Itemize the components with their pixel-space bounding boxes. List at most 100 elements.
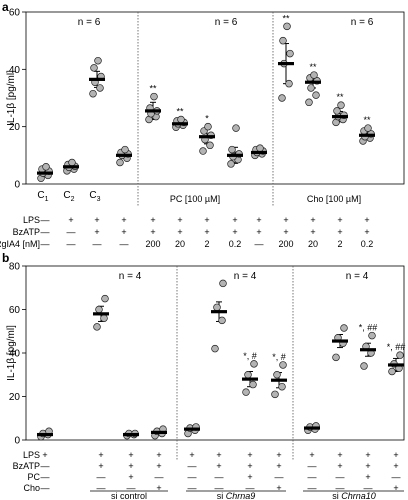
condition-cell: — (41, 483, 50, 493)
y-axis-label: IL-1β [pg/ml] (6, 325, 17, 381)
data-point (199, 147, 207, 155)
condition-cell: + (310, 215, 315, 225)
condition-row-label: Cho (23, 483, 40, 493)
n-count-label: n = 6 (78, 17, 101, 28)
data-point (333, 107, 341, 115)
condition-cell: + (283, 215, 288, 225)
n-count-label: n = 4 (346, 271, 369, 282)
condition-cell: 2 (204, 239, 209, 249)
condition-cell: + (256, 227, 261, 237)
y-tick-label: 60 (9, 8, 21, 19)
condition-cell: + (393, 450, 398, 460)
condition-cell: + (68, 215, 73, 225)
condition-cell: + (232, 215, 237, 225)
condition-cell: + (337, 227, 342, 237)
y-axis-label: IL-1β [pg/ml] (6, 70, 17, 126)
condition-cell: — (308, 461, 317, 471)
data-point (228, 145, 236, 154)
data-point (273, 371, 281, 379)
condition-cell: 20 (308, 239, 318, 249)
condition-cell: + (177, 215, 182, 225)
section-label: si control (111, 491, 147, 500)
condition-cell: 200 (278, 239, 293, 249)
data-point (244, 371, 252, 379)
x-category-label: C2 (63, 190, 74, 203)
data-point (279, 361, 287, 369)
condition-cell: + (337, 215, 342, 225)
significance-label: * (205, 114, 209, 124)
data-point (278, 382, 286, 391)
condition-cell: + (364, 227, 369, 237)
condition-cell: + (204, 227, 209, 237)
condition-cell: — (215, 472, 224, 482)
data-point (95, 305, 103, 314)
condition-cell: + (42, 450, 47, 460)
data-point (96, 84, 104, 92)
data-point (305, 98, 313, 107)
data-point (283, 22, 291, 31)
condition-cell: + (156, 461, 161, 471)
data-point (218, 316, 226, 325)
condition-cell: — (188, 472, 197, 482)
data-point (100, 314, 108, 322)
condition-cell: + (247, 461, 252, 471)
data-point (213, 303, 221, 312)
condition-cell: + (156, 483, 161, 493)
significance-label: *, ## (387, 342, 406, 352)
plot-frame (25, 11, 405, 185)
panel-b-chart: b 0 20 40 60 80 IL-1β [pg/ml] n = 4 n = 4 n = 4 *… (2, 251, 405, 500)
data-point (271, 390, 279, 399)
data-point (388, 367, 396, 376)
condition-row-label: BzATP (13, 227, 40, 237)
data-point (219, 279, 227, 288)
condition-cell: + (364, 215, 369, 225)
condition-cell: + (247, 450, 252, 460)
condition-cell: + (128, 472, 133, 482)
significance-label: ** (282, 13, 290, 23)
panel-b-letter: b (2, 251, 9, 265)
condition-cell: + (150, 215, 155, 225)
condition-cell: + (337, 450, 342, 460)
data-point (249, 380, 257, 389)
data-point (307, 84, 315, 92)
condition-cell: + (121, 215, 126, 225)
condition-cell: 20 (175, 239, 185, 249)
condition-cell: 0.2 (361, 239, 374, 249)
condition-cell: — (275, 472, 284, 482)
data-point (242, 388, 250, 396)
y-tick-label: 20 (9, 392, 21, 403)
data-point (312, 91, 320, 99)
data-point (89, 89, 97, 98)
condition-cell: + (276, 461, 281, 471)
condition-cell: + (98, 461, 103, 471)
data-point (364, 124, 372, 132)
condition-cell: — (127, 483, 136, 493)
y-tick-label: 40 (9, 349, 21, 360)
condition-cell: + (256, 215, 261, 225)
condition-cell: — (97, 483, 106, 493)
condition-cell: + (232, 227, 237, 237)
condition-cell: + (283, 227, 288, 237)
section-label-prefix: si (332, 491, 341, 500)
n-count-label: n = 6 (215, 17, 238, 28)
condition-cell: — (364, 483, 373, 493)
data-point (121, 145, 129, 154)
condition-cell: 0.2 (229, 239, 242, 249)
n-count-label: n = 6 (351, 17, 374, 28)
plot-frame (25, 265, 405, 441)
condition-cell: + (337, 461, 342, 471)
data-point (68, 158, 76, 167)
condition-cell: — (93, 239, 102, 249)
data-point (286, 49, 294, 58)
data-point (232, 124, 240, 132)
condition-cell: — (155, 472, 164, 482)
condition-cell: + (276, 450, 281, 460)
condition-cell: — (120, 239, 129, 249)
condition-cell: + (156, 450, 161, 460)
condition-cell: + (365, 472, 370, 482)
condition-cell: — (308, 483, 317, 493)
condition-cell: — (188, 461, 197, 471)
condition-cell: — (41, 461, 50, 471)
condition-cell: — (67, 227, 76, 237)
